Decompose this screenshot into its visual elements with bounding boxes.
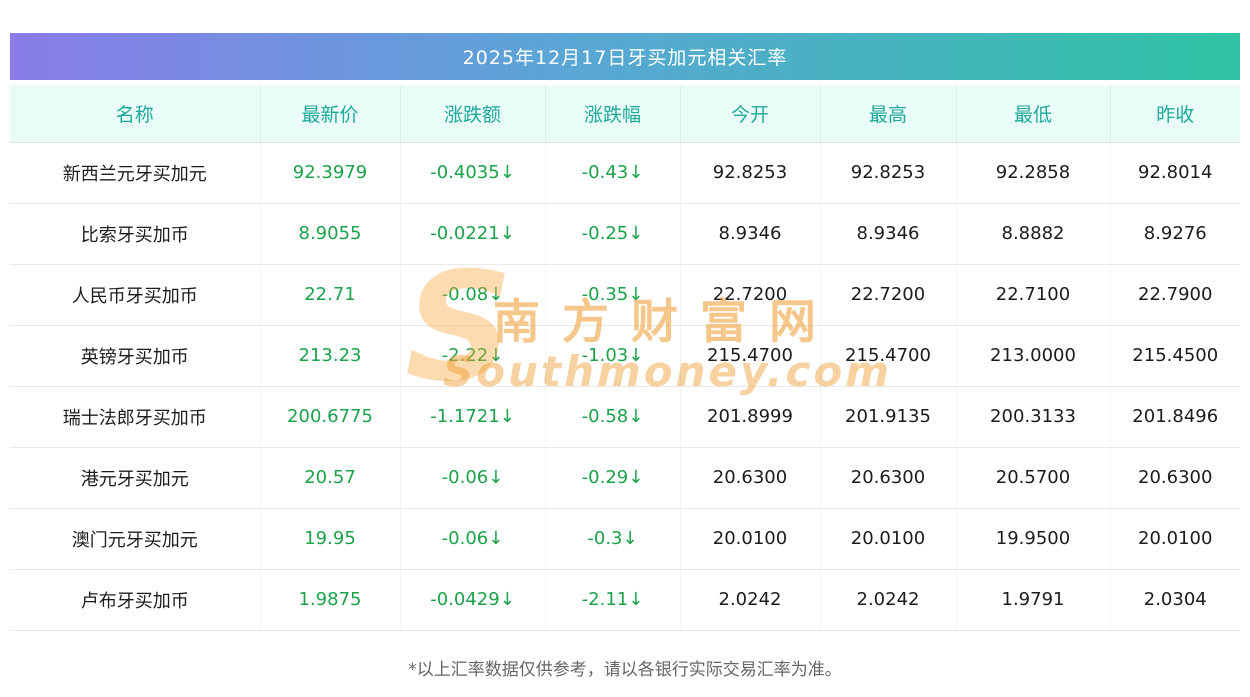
cell-change-pct: -0.29↓ [545, 447, 681, 509]
cell-low: 1.9791 [956, 569, 1111, 631]
cell-change-pct: -0.43↓ [545, 142, 681, 204]
cell-prev-close: 201.8496 [1110, 386, 1240, 448]
cell-prev-close: 22.7900 [1110, 264, 1240, 326]
cell-latest: 92.3979 [260, 142, 401, 204]
cell-open: 201.8999 [680, 386, 821, 448]
table-row: 比索牙买加币 8.9055 -0.0221↓ -0.25↓ 8.9346 8.9… [10, 203, 1240, 265]
cell-high: 22.7200 [820, 264, 957, 326]
cell-high: 215.4700 [820, 325, 957, 387]
cell-prev-close: 20.0100 [1110, 508, 1240, 570]
table-row: 英镑牙买加币 213.23 -2.22↓ -1.03↓ 215.4700 215… [10, 325, 1240, 387]
cell-low: 20.5700 [956, 447, 1111, 509]
table-row: 港元牙买加元 20.57 -0.06↓ -0.29↓ 20.6300 20.63… [10, 447, 1240, 509]
cell-high: 20.0100 [820, 508, 957, 570]
cell-change-pct: -2.11↓ [545, 569, 681, 631]
page: 2025年12月17日牙买加元相关汇率 名称 最新价 涨跌额 涨跌幅 今开 最高… [10, 33, 1240, 680]
cell-change: -1.1721↓ [400, 386, 546, 448]
table-row: 人民币牙买加币 22.71 -0.08↓ -0.35↓ 22.7200 22.7… [10, 264, 1240, 326]
column-header-latest: 最新价 [260, 85, 401, 143]
cell-prev-close: 92.8014 [1110, 142, 1240, 204]
cell-change-pct: -1.03↓ [545, 325, 681, 387]
table-body: 新西兰元牙买加元 92.3979 -0.4035↓ -0.43↓ 92.8253… [10, 142, 1240, 631]
exchange-rate-table: 名称 最新价 涨跌额 涨跌幅 今开 最高 最低 昨收 新西兰元牙买加元 92.3… [10, 85, 1240, 631]
cell-name: 比索牙买加币 [10, 203, 261, 265]
cell-change: -0.4035↓ [400, 142, 546, 204]
cell-latest: 19.95 [260, 508, 401, 570]
cell-high: 201.9135 [820, 386, 957, 448]
cell-change: -0.06↓ [400, 447, 546, 509]
cell-change: -0.06↓ [400, 508, 546, 570]
page-title: 2025年12月17日牙买加元相关汇率 [10, 33, 1240, 80]
cell-low: 92.2858 [956, 142, 1111, 204]
cell-open: 8.9346 [680, 203, 821, 265]
cell-latest: 1.9875 [260, 569, 401, 631]
cell-open: 92.8253 [680, 142, 821, 204]
cell-name: 新西兰元牙买加元 [10, 142, 261, 204]
cell-latest: 200.6775 [260, 386, 401, 448]
cell-high: 8.9346 [820, 203, 957, 265]
column-header-prev-close: 昨收 [1110, 85, 1240, 143]
table-row: 澳门元牙买加元 19.95 -0.06↓ -0.3↓ 20.0100 20.01… [10, 508, 1240, 570]
cell-low: 22.7100 [956, 264, 1111, 326]
column-header-open: 今开 [680, 85, 821, 143]
cell-name: 港元牙买加元 [10, 447, 261, 509]
column-header-change-pct: 涨跌幅 [545, 85, 681, 143]
cell-high: 20.6300 [820, 447, 957, 509]
cell-prev-close: 215.4500 [1110, 325, 1240, 387]
cell-name: 人民币牙买加币 [10, 264, 261, 326]
cell-latest: 213.23 [260, 325, 401, 387]
cell-change-pct: -0.35↓ [545, 264, 681, 326]
cell-latest: 20.57 [260, 447, 401, 509]
cell-name: 瑞士法郎牙买加币 [10, 386, 261, 448]
column-header-high: 最高 [820, 85, 957, 143]
cell-prev-close: 8.9276 [1110, 203, 1240, 265]
cell-high: 2.0242 [820, 569, 957, 631]
cell-open: 20.0100 [680, 508, 821, 570]
cell-open: 215.4700 [680, 325, 821, 387]
table-row: 瑞士法郎牙买加币 200.6775 -1.1721↓ -0.58↓ 201.89… [10, 386, 1240, 448]
cell-name: 卢布牙买加币 [10, 569, 261, 631]
cell-change-pct: -0.58↓ [545, 386, 681, 448]
table-header: 名称 最新价 涨跌额 涨跌幅 今开 最高 最低 昨收 [10, 85, 1240, 143]
table-row: 卢布牙买加币 1.9875 -0.0429↓ -2.11↓ 2.0242 2.0… [10, 569, 1240, 631]
cell-low: 213.0000 [956, 325, 1111, 387]
cell-change: -2.22↓ [400, 325, 546, 387]
cell-latest: 8.9055 [260, 203, 401, 265]
cell-change-pct: -0.3↓ [545, 508, 681, 570]
cell-change: -0.08↓ [400, 264, 546, 326]
disclaimer-text: *以上汇率数据仅供参考，请以各银行实际交易汇率为准。 [408, 659, 842, 680]
column-header-name: 名称 [10, 85, 261, 143]
cell-high: 92.8253 [820, 142, 957, 204]
column-header-change: 涨跌额 [400, 85, 546, 143]
cell-prev-close: 20.6300 [1110, 447, 1240, 509]
table-row: 新西兰元牙买加元 92.3979 -0.4035↓ -0.43↓ 92.8253… [10, 142, 1240, 204]
cell-name: 英镑牙买加币 [10, 325, 261, 387]
column-header-low: 最低 [956, 85, 1111, 143]
cell-name: 澳门元牙买加元 [10, 508, 261, 570]
cell-open: 20.6300 [680, 447, 821, 509]
cell-open: 22.7200 [680, 264, 821, 326]
cell-low: 200.3133 [956, 386, 1111, 448]
cell-low: 19.9500 [956, 508, 1111, 570]
cell-low: 8.8882 [956, 203, 1111, 265]
cell-change: -0.0221↓ [400, 203, 546, 265]
cell-latest: 22.71 [260, 264, 401, 326]
cell-prev-close: 2.0304 [1110, 569, 1240, 631]
cell-change: -0.0429↓ [400, 569, 546, 631]
cell-change-pct: -0.25↓ [545, 203, 681, 265]
cell-open: 2.0242 [680, 569, 821, 631]
